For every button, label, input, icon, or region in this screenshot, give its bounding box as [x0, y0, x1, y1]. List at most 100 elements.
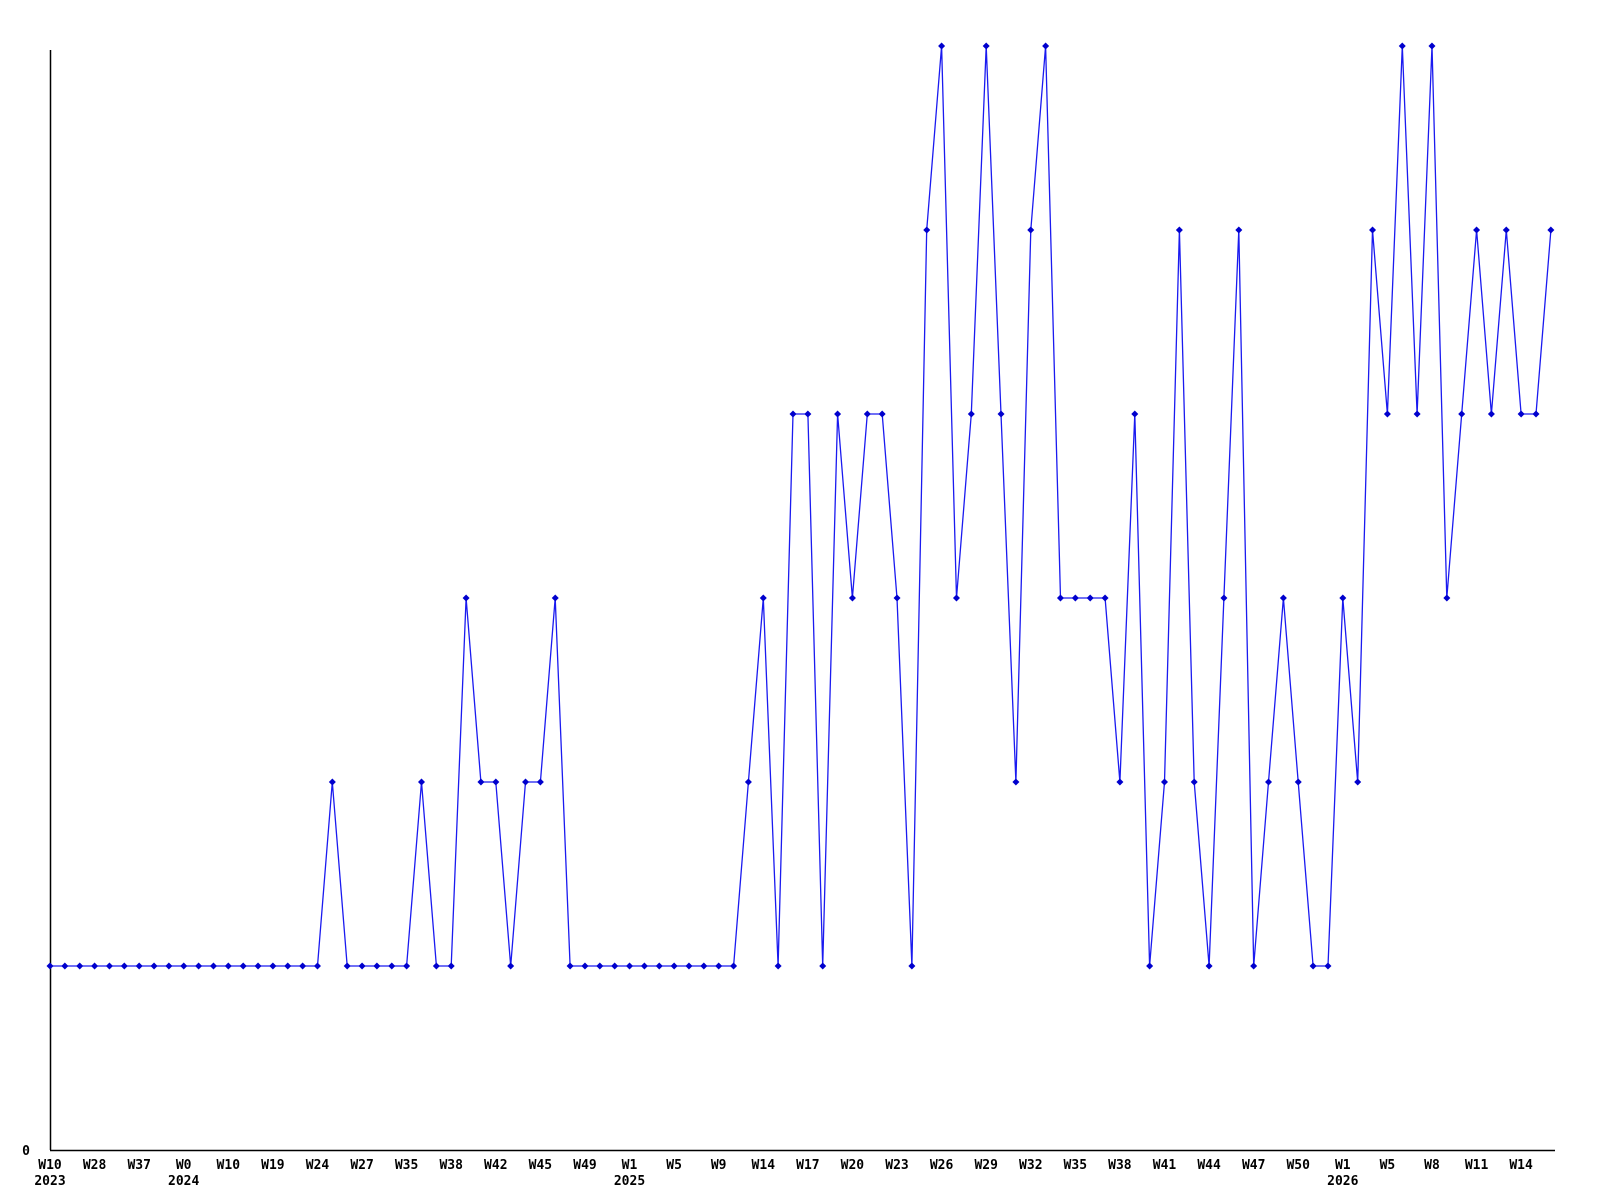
data-point-marker: [596, 962, 604, 970]
x-tick-label: W1: [1335, 1158, 1351, 1173]
data-series: [50, 45, 1552, 967]
data-point-marker: [224, 962, 232, 970]
data-point-marker: [923, 226, 931, 234]
data-point-marker: [447, 962, 455, 970]
data-point-marker: [1339, 594, 1347, 602]
data-point-marker: [551, 594, 559, 602]
data-point-marker: [1071, 594, 1079, 602]
data-point-marker: [1428, 42, 1436, 50]
data-point-marker: [774, 962, 782, 970]
data-point-marker: [1175, 226, 1183, 234]
x-tick-label: W10: [38, 1158, 62, 1173]
data-point-marker: [91, 962, 99, 970]
x-tick-label: W28: [83, 1158, 107, 1173]
data-point-marker: [952, 594, 960, 602]
year-label: 2025: [614, 1174, 645, 1189]
data-point-marker: [1369, 226, 1377, 234]
data-point-marker: [507, 962, 515, 970]
data-point-marker: [1413, 410, 1421, 418]
x-tick-label: W0: [176, 1158, 192, 1173]
y-axis-zero-label: 0: [22, 1144, 30, 1159]
data-point-marker: [536, 778, 544, 786]
data-point-marker: [209, 962, 217, 970]
data-point-marker: [759, 594, 767, 602]
data-point-marker: [1161, 778, 1168, 786]
x-tick-label: W47: [1242, 1158, 1265, 1173]
x-tick-label: W50: [1286, 1158, 1310, 1173]
x-tick-label: W35: [1064, 1158, 1087, 1173]
data-point-marker: [150, 962, 158, 970]
data-point-marker: [1265, 778, 1273, 786]
data-point-marker: [848, 594, 856, 602]
data-point-marker: [938, 42, 946, 50]
data-point-marker: [581, 962, 589, 970]
data-point-marker: [239, 962, 247, 970]
data-point-marker: [1309, 962, 1317, 970]
data-point-marker: [1086, 594, 1094, 602]
data-point-marker: [982, 42, 990, 50]
data-point-marker: [388, 962, 396, 970]
data-point-marker: [373, 962, 381, 970]
data-point-marker: [1250, 962, 1258, 970]
data-point-marker: [1116, 778, 1124, 786]
x-tick-label: W44: [1197, 1158, 1221, 1173]
data-point-marker: [492, 778, 500, 786]
data-point-marker: [863, 410, 871, 418]
data-point-marker: [908, 962, 916, 970]
data-point-marker: [76, 962, 84, 970]
data-point-marker: [819, 962, 827, 970]
data-point-marker: [611, 962, 619, 970]
data-point-marker: [1205, 962, 1213, 970]
data-point-marker: [477, 778, 485, 786]
x-tick-label: W27: [350, 1158, 373, 1173]
x-tick-label: W10: [217, 1158, 241, 1173]
x-tick-label: W9: [711, 1158, 727, 1173]
x-tick-label: W42: [484, 1158, 507, 1173]
data-point-marker: [670, 962, 678, 970]
data-point-marker: [403, 962, 411, 970]
data-point-marker: [299, 962, 307, 970]
data-point-marker: [1027, 226, 1035, 234]
data-point-marker: [997, 410, 1005, 418]
x-tick-label: W26: [930, 1158, 954, 1173]
data-point-marker: [834, 410, 842, 418]
data-point-marker: [1517, 410, 1525, 418]
data-point-marker: [640, 962, 648, 970]
x-tick-label: W29: [974, 1158, 997, 1173]
x-tick-label: W37: [127, 1158, 150, 1173]
x-axis-year-labels: 2023 2024 2025 2026: [34, 1174, 1358, 1189]
data-point-marker: [1131, 410, 1139, 418]
data-point-marker: [284, 962, 292, 970]
data-point-marker: [1190, 778, 1198, 786]
data-point-marker: [432, 962, 440, 970]
x-tick-label: W11: [1465, 1158, 1489, 1173]
data-point-marker: [462, 594, 470, 602]
data-point-marker: [343, 962, 351, 970]
data-point-marker: [1502, 226, 1510, 234]
data-point-marker: [180, 962, 188, 970]
x-tick-label: W5: [666, 1158, 682, 1173]
data-point-marker: [1547, 226, 1555, 234]
data-point-marker: [105, 962, 113, 970]
data-point-marker: [269, 962, 277, 970]
data-point-marker: [804, 410, 812, 418]
data-point-marker: [685, 962, 693, 970]
data-point-marker: [1235, 226, 1243, 234]
data-point-marker: [418, 778, 425, 786]
data-point-marker: [254, 962, 262, 970]
data-point-marker: [1473, 226, 1481, 234]
data-point-marker: [165, 962, 173, 970]
x-tick-label: W5: [1380, 1158, 1396, 1173]
axes: [49, 50, 1555, 1152]
data-point-marker: [135, 962, 143, 970]
x-tick-label: W14: [1509, 1158, 1533, 1173]
x-tick-label: W38: [1108, 1158, 1132, 1173]
data-point-marker: [715, 962, 723, 970]
data-point-marker: [328, 778, 336, 786]
year-label: 2026: [1327, 1174, 1358, 1189]
data-point-marker: [1101, 594, 1109, 602]
data-point-marker: [626, 962, 634, 970]
